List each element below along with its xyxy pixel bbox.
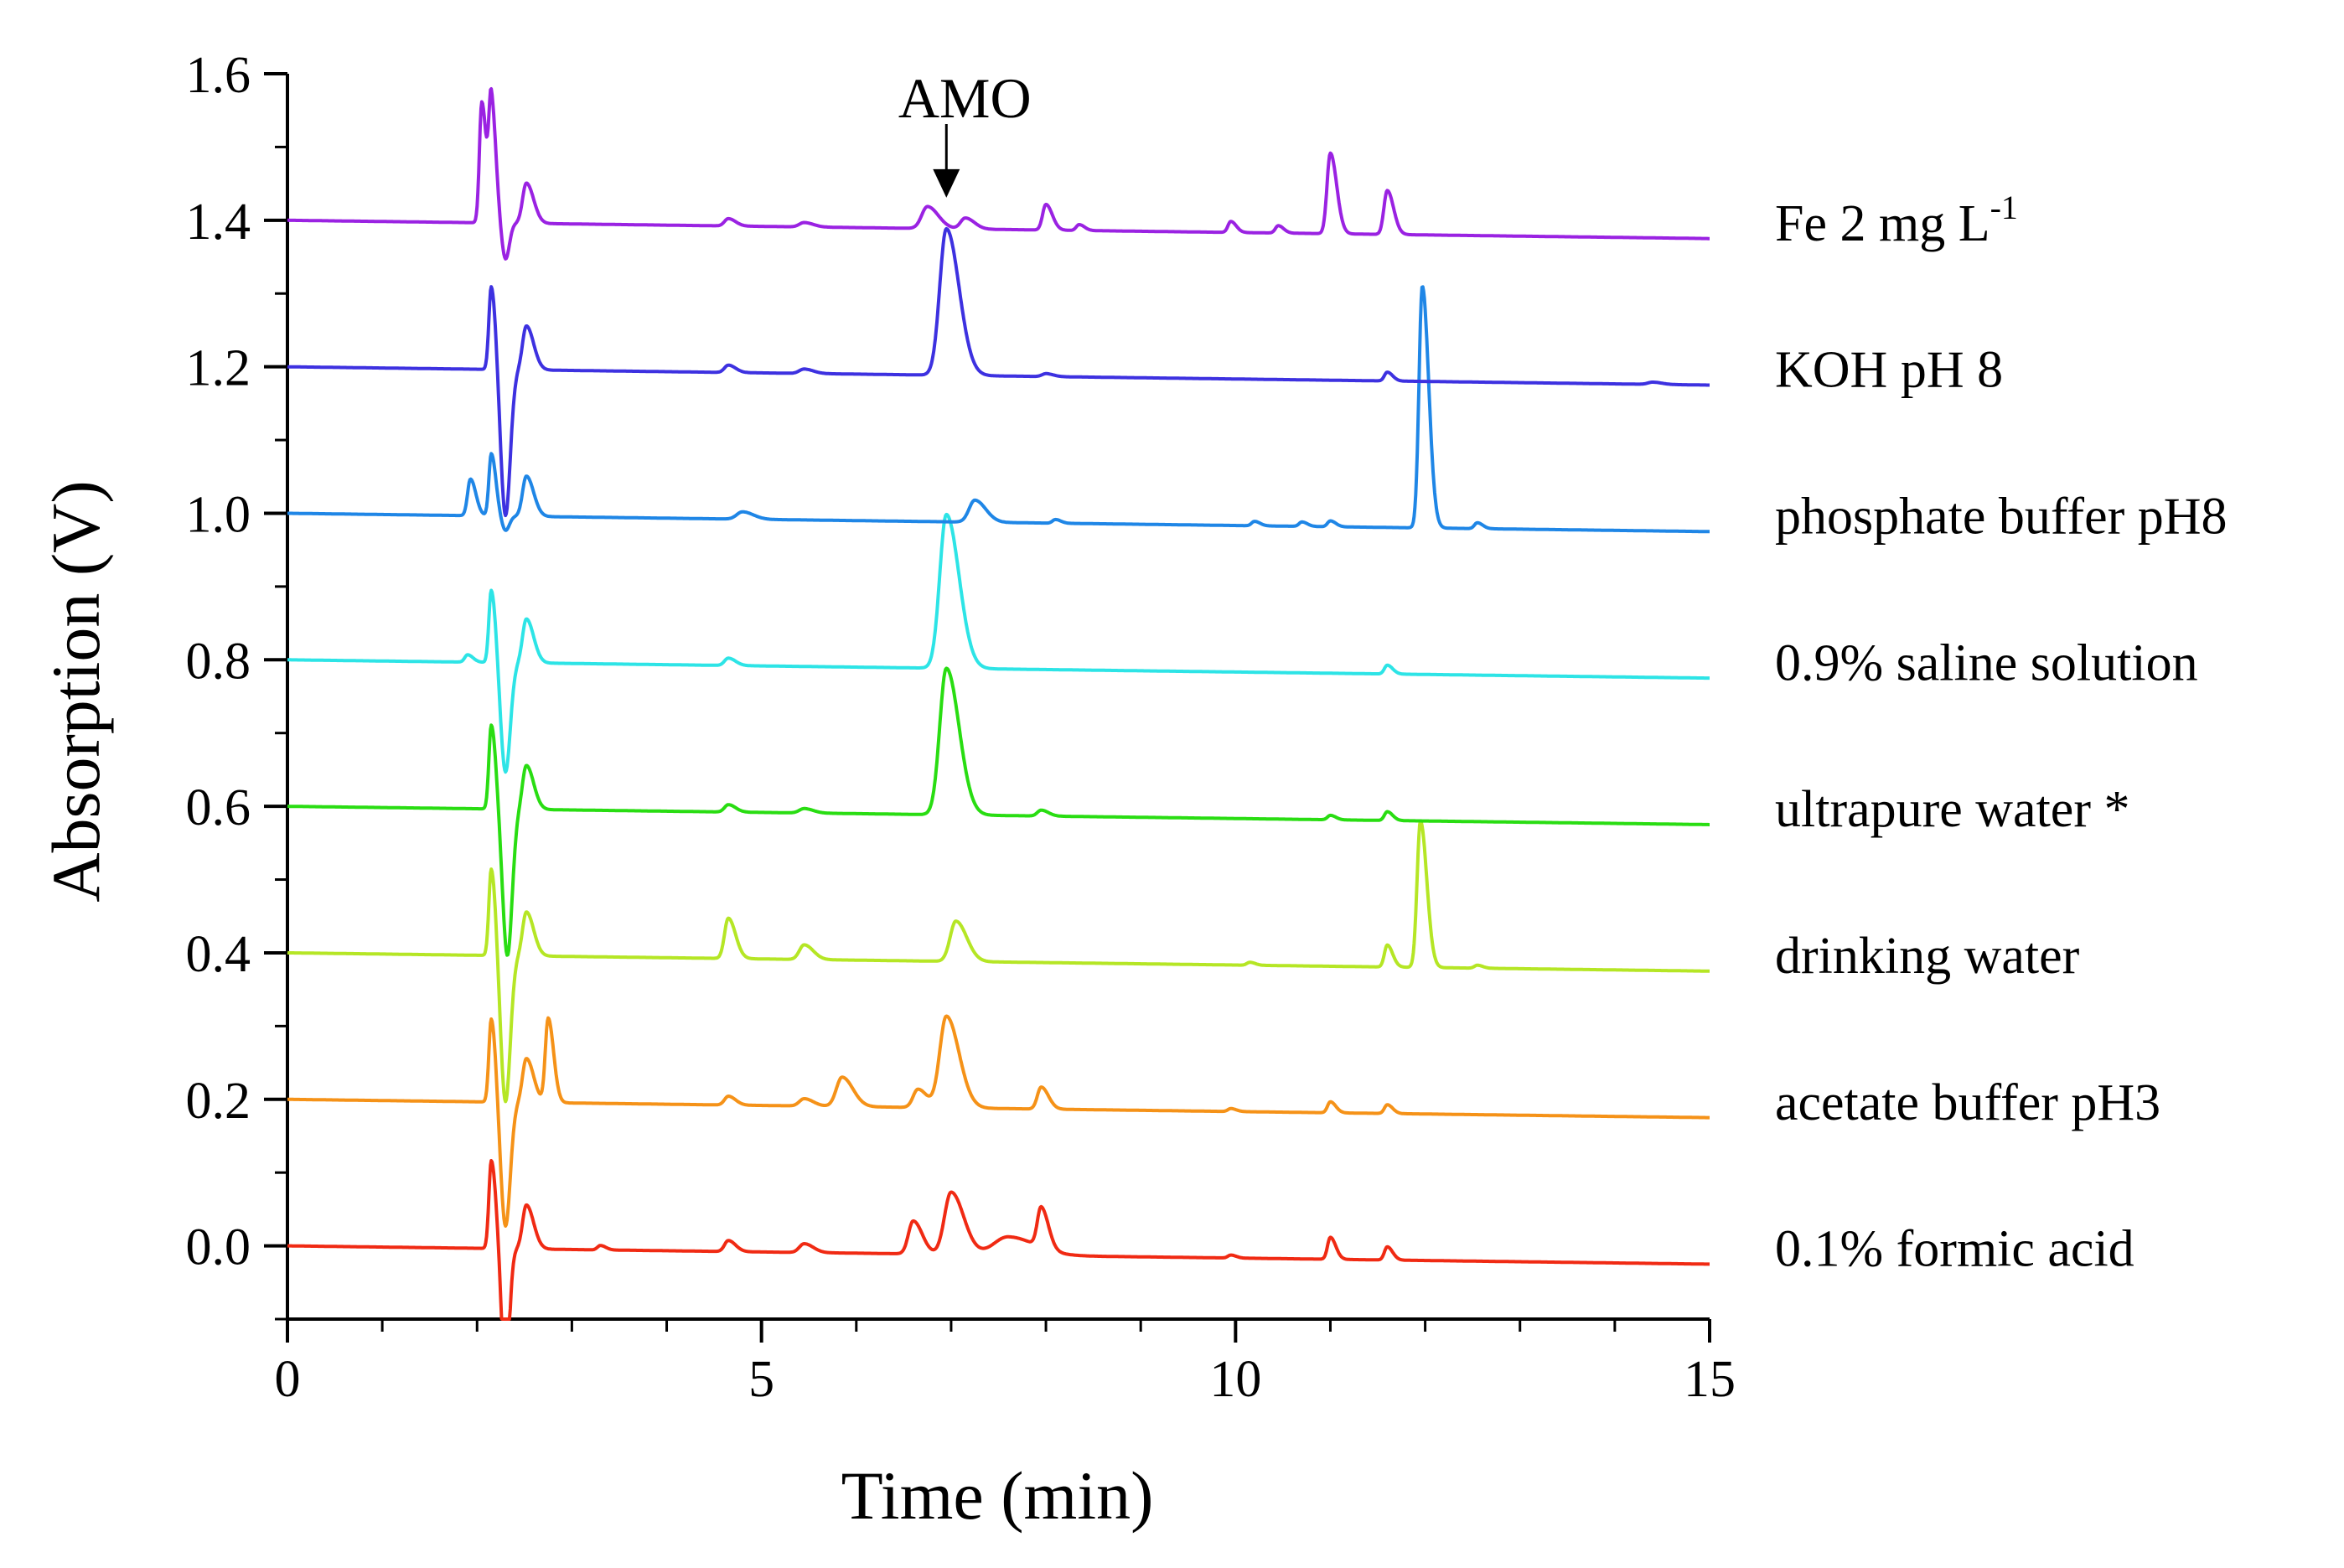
series-label: ultrapure water * xyxy=(1775,781,2129,838)
series-label: KOH pH 8 xyxy=(1775,342,2003,399)
series-line xyxy=(286,87,1711,261)
y-tick-label: 1.6 xyxy=(186,47,251,104)
y-tick-label: 0.0 xyxy=(186,1219,251,1276)
y-ticks: 0.0 0.2 0.4 0.6 0.8 1.0 1.2 1.4 1.6 xyxy=(186,47,287,1321)
y-axis-label: Absorption (V) xyxy=(38,480,114,902)
series-line xyxy=(286,1014,1711,1228)
amo-annotation: AMO xyxy=(898,66,1032,198)
x-tick-label: 15 xyxy=(1684,1351,1736,1408)
y-tick-label: 0.2 xyxy=(186,1073,251,1130)
series-line xyxy=(286,512,1711,774)
series-label-text: ultrapure water * xyxy=(1775,781,2129,838)
y-tick-label: 0.8 xyxy=(186,633,251,690)
y-tick-label: 1.2 xyxy=(186,340,251,397)
series-line xyxy=(286,666,1711,957)
amo-arrow-head xyxy=(933,168,960,198)
series-label: acetate buffer pH3 xyxy=(1775,1074,2160,1131)
series-labels: 0.1% formic acid acetate buffer pH3 drinki… xyxy=(1775,189,2228,1278)
series-line xyxy=(286,1159,1711,1321)
series-label-text: phosphate buffer pH8 xyxy=(1775,488,2228,545)
series-label: phosphate buffer pH8 xyxy=(1775,488,2228,545)
series-label: Fe 2 mg L-1 xyxy=(1775,189,2018,252)
x-axis-label: Time (min) xyxy=(841,1457,1154,1534)
series-line xyxy=(286,819,1711,1104)
x-tick-label: 0 xyxy=(275,1351,301,1408)
x-tick-label: 10 xyxy=(1209,1351,1261,1408)
y-tick-label: 0.4 xyxy=(186,926,251,983)
y-tick-label: 0.6 xyxy=(186,779,251,836)
series-label-text: drinking water xyxy=(1775,928,2080,985)
series-label: 0.9% saline solution xyxy=(1775,634,2198,691)
series-label: drinking water xyxy=(1775,928,2080,985)
series-group xyxy=(286,87,1711,1321)
amo-label: AMO xyxy=(898,66,1032,130)
series-line xyxy=(286,285,1711,534)
series-label-text: Fe 2 mg L xyxy=(1775,195,1990,252)
x-ticks: 0 5 10 15 xyxy=(275,1319,1736,1408)
series-label-text: 0.1% formic acid xyxy=(1775,1221,2134,1278)
series-label: 0.1% formic acid xyxy=(1775,1221,2134,1278)
series-label-text: 0.9% saline solution xyxy=(1775,634,2198,691)
series-line xyxy=(286,226,1711,518)
x-tick-label: 5 xyxy=(748,1351,774,1408)
y-tick-label: 1.4 xyxy=(186,194,251,251)
axes-group: 0.0 0.2 0.4 0.6 0.8 1.0 1.2 1.4 1.6 0 5 10 15 xyxy=(186,47,1736,1408)
series-label-text: acetate buffer pH3 xyxy=(1775,1074,2160,1131)
series-label-superscript: -1 xyxy=(1990,189,2018,226)
y-tick-label: 1.0 xyxy=(186,486,251,543)
series-label-text: KOH pH 8 xyxy=(1775,342,2003,399)
